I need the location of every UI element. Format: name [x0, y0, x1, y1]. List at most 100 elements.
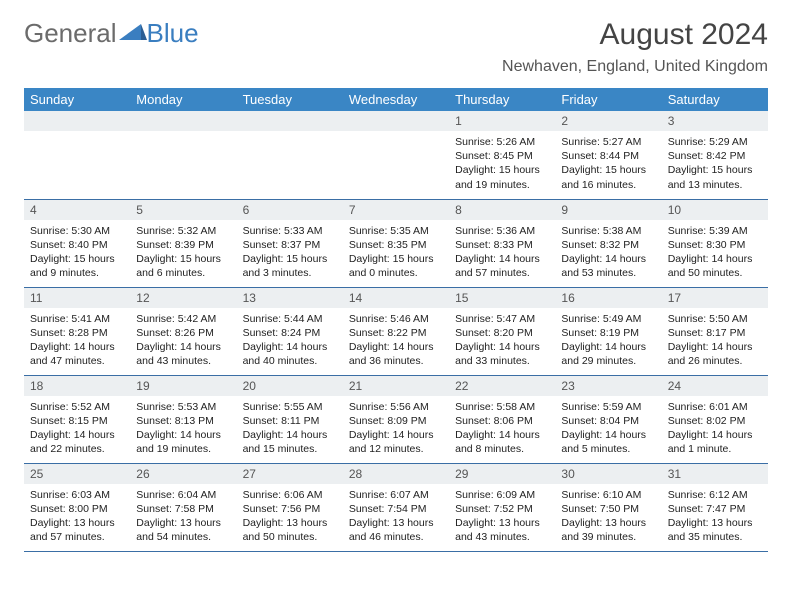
daylight-line: Daylight: 15 hours and 9 minutes. — [30, 252, 124, 280]
day-number: 3 — [662, 111, 768, 131]
day-number: 8 — [449, 200, 555, 220]
sunset-line: Sunset: 8:13 PM — [136, 414, 230, 428]
day-details: Sunrise: 5:56 AMSunset: 8:09 PMDaylight:… — [343, 396, 449, 463]
daylight-line: Daylight: 14 hours and 53 minutes. — [561, 252, 655, 280]
weekday-header: Friday — [555, 88, 661, 111]
day-details: Sunrise: 5:53 AMSunset: 8:13 PMDaylight:… — [130, 396, 236, 463]
daylight-line: Daylight: 13 hours and 57 minutes. — [30, 516, 124, 544]
sunrise-line: Sunrise: 5:55 AM — [243, 400, 337, 414]
sunrise-line: Sunrise: 5:52 AM — [30, 400, 124, 414]
calendar-day-cell: 5Sunrise: 5:32 AMSunset: 8:39 PMDaylight… — [130, 199, 236, 287]
calendar-day-cell: 26Sunrise: 6:04 AMSunset: 7:58 PMDayligh… — [130, 463, 236, 551]
sunrise-line: Sunrise: 6:06 AM — [243, 488, 337, 502]
calendar-day-cell: 24Sunrise: 6:01 AMSunset: 8:02 PMDayligh… — [662, 375, 768, 463]
sunrise-line: Sunrise: 5:26 AM — [455, 135, 549, 149]
day-number: 6 — [237, 200, 343, 220]
daylight-line: Daylight: 13 hours and 54 minutes. — [136, 516, 230, 544]
calendar-week-row: 18Sunrise: 5:52 AMSunset: 8:15 PMDayligh… — [24, 375, 768, 463]
calendar-day-cell: 10Sunrise: 5:39 AMSunset: 8:30 PMDayligh… — [662, 199, 768, 287]
day-number: 23 — [555, 376, 661, 396]
calendar-day-cell: 29Sunrise: 6:09 AMSunset: 7:52 PMDayligh… — [449, 463, 555, 551]
sunset-line: Sunset: 8:24 PM — [243, 326, 337, 340]
day-details: Sunrise: 5:32 AMSunset: 8:39 PMDaylight:… — [130, 220, 236, 287]
calendar-day-cell: 27Sunrise: 6:06 AMSunset: 7:56 PMDayligh… — [237, 463, 343, 551]
sunrise-line: Sunrise: 5:44 AM — [243, 312, 337, 326]
daylight-line: Daylight: 14 hours and 1 minute. — [668, 428, 762, 456]
day-details: Sunrise: 5:55 AMSunset: 8:11 PMDaylight:… — [237, 396, 343, 463]
daylight-line: Daylight: 14 hours and 19 minutes. — [136, 428, 230, 456]
daylight-line: Daylight: 14 hours and 57 minutes. — [455, 252, 549, 280]
day-number — [130, 111, 236, 131]
sunset-line: Sunset: 8:30 PM — [668, 238, 762, 252]
sunrise-line: Sunrise: 5:35 AM — [349, 224, 443, 238]
calendar-day-cell: 4Sunrise: 5:30 AMSunset: 8:40 PMDaylight… — [24, 199, 130, 287]
daylight-line: Daylight: 13 hours and 39 minutes. — [561, 516, 655, 544]
sunrise-line: Sunrise: 5:47 AM — [455, 312, 549, 326]
weekday-header-row: Sunday Monday Tuesday Wednesday Thursday… — [24, 88, 768, 111]
daylight-line: Daylight: 14 hours and 40 minutes. — [243, 340, 337, 368]
day-number: 28 — [343, 464, 449, 484]
sunrise-line: Sunrise: 5:59 AM — [561, 400, 655, 414]
sunrise-line: Sunrise: 5:39 AM — [668, 224, 762, 238]
sunrise-line: Sunrise: 5:58 AM — [455, 400, 549, 414]
calendar-day-cell — [24, 111, 130, 199]
logo-text-gray: General — [24, 18, 117, 49]
day-details: Sunrise: 6:10 AMSunset: 7:50 PMDaylight:… — [555, 484, 661, 551]
sunset-line: Sunset: 7:54 PM — [349, 502, 443, 516]
day-details: Sunrise: 5:36 AMSunset: 8:33 PMDaylight:… — [449, 220, 555, 287]
sunset-line: Sunset: 8:40 PM — [30, 238, 124, 252]
sunrise-line: Sunrise: 5:49 AM — [561, 312, 655, 326]
day-details: Sunrise: 6:07 AMSunset: 7:54 PMDaylight:… — [343, 484, 449, 551]
day-details — [24, 131, 130, 141]
calendar-table: Sunday Monday Tuesday Wednesday Thursday… — [24, 88, 768, 552]
calendar-day-cell: 15Sunrise: 5:47 AMSunset: 8:20 PMDayligh… — [449, 287, 555, 375]
sunset-line: Sunset: 7:52 PM — [455, 502, 549, 516]
day-number: 11 — [24, 288, 130, 308]
sunrise-line: Sunrise: 5:30 AM — [30, 224, 124, 238]
daylight-line: Daylight: 13 hours and 50 minutes. — [243, 516, 337, 544]
sunset-line: Sunset: 7:47 PM — [668, 502, 762, 516]
day-number — [237, 111, 343, 131]
calendar-day-cell: 19Sunrise: 5:53 AMSunset: 8:13 PMDayligh… — [130, 375, 236, 463]
weekday-header: Tuesday — [237, 88, 343, 111]
day-number: 17 — [662, 288, 768, 308]
calendar-day-cell: 21Sunrise: 5:56 AMSunset: 8:09 PMDayligh… — [343, 375, 449, 463]
sunrise-line: Sunrise: 6:12 AM — [668, 488, 762, 502]
calendar-week-row: 11Sunrise: 5:41 AMSunset: 8:28 PMDayligh… — [24, 287, 768, 375]
sunset-line: Sunset: 8:37 PM — [243, 238, 337, 252]
daylight-line: Daylight: 13 hours and 46 minutes. — [349, 516, 443, 544]
calendar-week-row: 1Sunrise: 5:26 AMSunset: 8:45 PMDaylight… — [24, 111, 768, 199]
sunset-line: Sunset: 8:19 PM — [561, 326, 655, 340]
sunset-line: Sunset: 8:06 PM — [455, 414, 549, 428]
day-number: 25 — [24, 464, 130, 484]
day-number: 27 — [237, 464, 343, 484]
calendar-day-cell: 25Sunrise: 6:03 AMSunset: 8:00 PMDayligh… — [24, 463, 130, 551]
calendar-day-cell: 6Sunrise: 5:33 AMSunset: 8:37 PMDaylight… — [237, 199, 343, 287]
day-details: Sunrise: 5:30 AMSunset: 8:40 PMDaylight:… — [24, 220, 130, 287]
daylight-line: Daylight: 15 hours and 13 minutes. — [668, 163, 762, 191]
day-details: Sunrise: 5:41 AMSunset: 8:28 PMDaylight:… — [24, 308, 130, 375]
title-block: August 2024 Newhaven, England, United Ki… — [502, 18, 768, 76]
sunrise-line: Sunrise: 5:46 AM — [349, 312, 443, 326]
day-details: Sunrise: 6:01 AMSunset: 8:02 PMDaylight:… — [662, 396, 768, 463]
weekday-header: Sunday — [24, 88, 130, 111]
day-number: 21 — [343, 376, 449, 396]
sunrise-line: Sunrise: 6:07 AM — [349, 488, 443, 502]
calendar-day-cell: 31Sunrise: 6:12 AMSunset: 7:47 PMDayligh… — [662, 463, 768, 551]
calendar-week-row: 25Sunrise: 6:03 AMSunset: 8:00 PMDayligh… — [24, 463, 768, 551]
weekday-header: Monday — [130, 88, 236, 111]
sunset-line: Sunset: 8:20 PM — [455, 326, 549, 340]
day-details: Sunrise: 5:47 AMSunset: 8:20 PMDaylight:… — [449, 308, 555, 375]
day-number: 15 — [449, 288, 555, 308]
day-details: Sunrise: 5:58 AMSunset: 8:06 PMDaylight:… — [449, 396, 555, 463]
day-number: 20 — [237, 376, 343, 396]
day-details: Sunrise: 5:42 AMSunset: 8:26 PMDaylight:… — [130, 308, 236, 375]
calendar-day-cell: 14Sunrise: 5:46 AMSunset: 8:22 PMDayligh… — [343, 287, 449, 375]
logo-text-blue: Blue — [147, 18, 199, 49]
calendar-day-cell — [343, 111, 449, 199]
sunrise-line: Sunrise: 5:53 AM — [136, 400, 230, 414]
sunset-line: Sunset: 8:33 PM — [455, 238, 549, 252]
day-details: Sunrise: 6:04 AMSunset: 7:58 PMDaylight:… — [130, 484, 236, 551]
sunset-line: Sunset: 8:42 PM — [668, 149, 762, 163]
calendar-day-cell — [130, 111, 236, 199]
